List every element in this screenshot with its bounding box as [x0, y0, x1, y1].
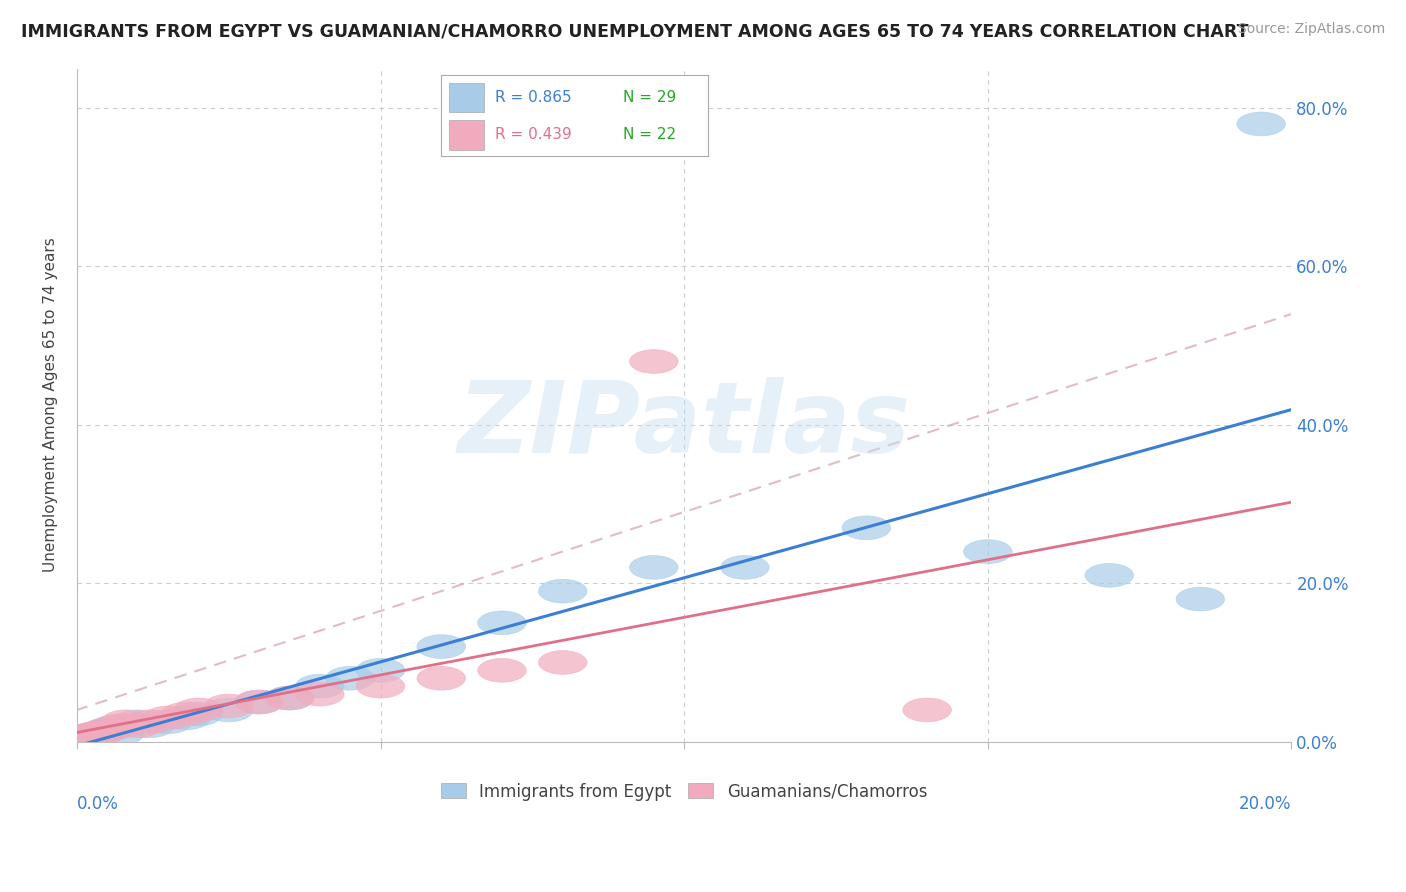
- Ellipse shape: [83, 718, 132, 741]
- Text: 20.0%: 20.0%: [1239, 796, 1292, 814]
- Ellipse shape: [235, 690, 284, 714]
- Ellipse shape: [65, 723, 114, 747]
- Ellipse shape: [538, 650, 586, 674]
- Ellipse shape: [162, 702, 211, 726]
- Ellipse shape: [59, 726, 107, 749]
- Y-axis label: Unemployment Among Ages 65 to 74 years: Unemployment Among Ages 65 to 74 years: [44, 237, 58, 573]
- Ellipse shape: [125, 710, 174, 734]
- Ellipse shape: [70, 722, 120, 746]
- Ellipse shape: [842, 516, 890, 540]
- Ellipse shape: [1237, 112, 1285, 136]
- Ellipse shape: [295, 682, 344, 706]
- Ellipse shape: [114, 710, 162, 734]
- Ellipse shape: [143, 706, 193, 730]
- Ellipse shape: [266, 686, 314, 710]
- Ellipse shape: [963, 540, 1012, 564]
- Text: ZIPatlas: ZIPatlas: [457, 376, 911, 474]
- Ellipse shape: [65, 723, 114, 747]
- Ellipse shape: [235, 690, 284, 714]
- Ellipse shape: [83, 718, 132, 741]
- Ellipse shape: [77, 720, 125, 744]
- Ellipse shape: [143, 710, 193, 734]
- Ellipse shape: [1085, 564, 1133, 587]
- Ellipse shape: [266, 686, 314, 710]
- Ellipse shape: [721, 556, 769, 579]
- Ellipse shape: [89, 715, 138, 739]
- Ellipse shape: [101, 710, 150, 734]
- Ellipse shape: [204, 694, 253, 718]
- Text: Source: ZipAtlas.com: Source: ZipAtlas.com: [1237, 22, 1385, 37]
- Ellipse shape: [70, 722, 120, 746]
- Ellipse shape: [162, 706, 211, 730]
- Ellipse shape: [630, 350, 678, 374]
- Ellipse shape: [903, 698, 952, 722]
- Ellipse shape: [356, 674, 405, 698]
- Ellipse shape: [418, 635, 465, 658]
- Ellipse shape: [630, 556, 678, 579]
- Text: 0.0%: 0.0%: [77, 796, 118, 814]
- Ellipse shape: [96, 722, 143, 746]
- Ellipse shape: [101, 714, 150, 738]
- Ellipse shape: [478, 611, 526, 635]
- Ellipse shape: [538, 579, 586, 603]
- Ellipse shape: [174, 698, 222, 722]
- Ellipse shape: [1175, 587, 1225, 611]
- Legend: Immigrants from Egypt, Guamanians/Chamorros: Immigrants from Egypt, Guamanians/Chamor…: [434, 776, 934, 807]
- Ellipse shape: [125, 714, 174, 738]
- Ellipse shape: [174, 702, 222, 726]
- Ellipse shape: [77, 720, 125, 744]
- Ellipse shape: [326, 666, 374, 690]
- Ellipse shape: [478, 658, 526, 682]
- Ellipse shape: [356, 658, 405, 682]
- Ellipse shape: [204, 698, 253, 722]
- Ellipse shape: [295, 674, 344, 698]
- Ellipse shape: [96, 714, 143, 738]
- Ellipse shape: [59, 726, 107, 749]
- Ellipse shape: [114, 714, 162, 738]
- Ellipse shape: [418, 666, 465, 690]
- Text: IMMIGRANTS FROM EGYPT VS GUAMANIAN/CHAMORRO UNEMPLOYMENT AMONG AGES 65 TO 74 YEA: IMMIGRANTS FROM EGYPT VS GUAMANIAN/CHAMO…: [21, 22, 1249, 40]
